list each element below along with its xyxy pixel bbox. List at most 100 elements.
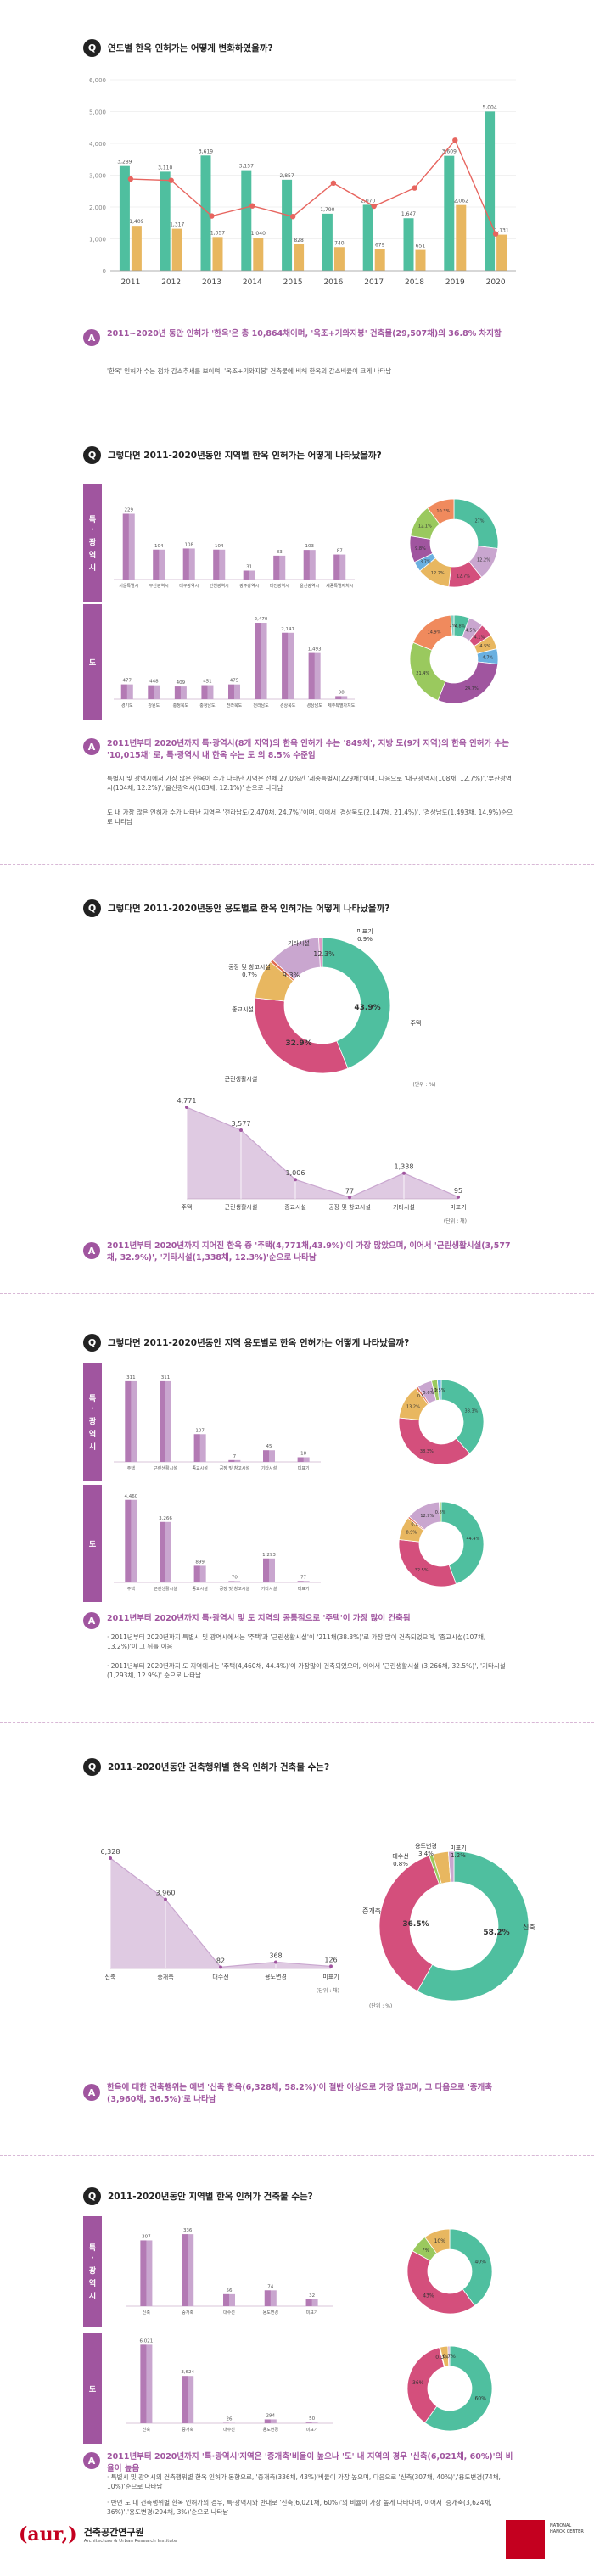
category-label: 증개축 bbox=[362, 1907, 381, 1915]
band-char: 광 bbox=[88, 1418, 97, 1426]
band-province: 도 bbox=[83, 2333, 102, 2444]
slice-label: 7% bbox=[422, 2248, 430, 2254]
bar-label: 4,460 bbox=[124, 1494, 137, 1499]
a-badge: A bbox=[83, 2452, 100, 2469]
ratio-point bbox=[168, 177, 174, 183]
answer-note: · 2011년부터 2020년까지 도 지역에서는 '주택(4,460채, 44… bbox=[107, 1662, 506, 1679]
bar-shade bbox=[255, 623, 261, 699]
x-tick-label: 2012 bbox=[161, 278, 181, 287]
value-label: 1,006 bbox=[286, 1169, 305, 1177]
answer-text: 2011년부터 2020년까지 특·광역시(8개 지역)의 한옥 인허가 수는 … bbox=[107, 739, 509, 760]
answer-note: '한옥' 인허가 수는 점차 감소추세를 보이며, '옥조+기와지붕' 건축물에… bbox=[107, 367, 392, 375]
x-tick-label: 경상북도 bbox=[280, 703, 296, 708]
bar-label: 229 bbox=[125, 507, 134, 512]
slice-label: 10.3% bbox=[436, 509, 450, 514]
donut-slice bbox=[254, 997, 349, 1074]
x-tick-label: 주택 bbox=[127, 1586, 136, 1592]
slice-label: 12.3% bbox=[313, 950, 335, 958]
band-char: · bbox=[91, 1405, 94, 1414]
answer-note: · 특별시 및 광역시의 건축행위별 한옥 인허가 동향으로, '증개축(336… bbox=[107, 2473, 501, 2490]
answer-text: 2011~2020년 동안 인허가 '한옥'은 총 10,864채이며, '옥조… bbox=[107, 329, 502, 339]
a-badge: A bbox=[83, 738, 100, 755]
bar-shade bbox=[125, 1499, 132, 1582]
section-divider bbox=[0, 1293, 594, 1294]
a-badge: A bbox=[83, 1612, 100, 1629]
bar-shade bbox=[228, 1581, 235, 1582]
band-char: 특 bbox=[88, 2244, 97, 2253]
donut-slice bbox=[450, 614, 455, 636]
bar-label: 1,317 bbox=[170, 222, 184, 228]
donut-slice bbox=[322, 937, 391, 1069]
bar-label: 1,790 bbox=[320, 207, 334, 213]
slice-label: 4.8% bbox=[455, 624, 466, 630]
x-tick-label: 대수선 bbox=[223, 2427, 235, 2433]
x-tick-label: 미표기 bbox=[306, 2427, 318, 2433]
value-label: 82 bbox=[216, 1957, 225, 1964]
x-tick-label: 주택 bbox=[182, 1203, 193, 1211]
bar-shade bbox=[263, 1558, 269, 1582]
value-label: 6,328 bbox=[101, 1848, 120, 1856]
area-line bbox=[186, 1106, 459, 1198]
category-label: 공장 및 창고시설 bbox=[228, 963, 271, 971]
y-tick-label: 1,000 bbox=[89, 237, 106, 244]
bar-label: 740 bbox=[334, 240, 345, 246]
bar-label: 26 bbox=[227, 2417, 233, 2422]
x-tick-label: 공장 및 창고시설 bbox=[220, 1465, 250, 1471]
bar-label: 104 bbox=[215, 544, 224, 549]
x-tick-label: 증개축 bbox=[157, 1973, 174, 1980]
bar-label: 679 bbox=[375, 243, 385, 249]
bar-label: 3,157 bbox=[239, 164, 254, 170]
use-area-chart: 4,771 주택 3,577 근린생활시설 1,006 종교시설 77 공장 및 창고시설 1,… bbox=[177, 1097, 467, 1224]
band-char: 역 bbox=[88, 552, 97, 560]
slice-label: 4.5% bbox=[479, 644, 490, 649]
ratio-point bbox=[492, 231, 499, 237]
slice-label: 44.4% bbox=[466, 1537, 479, 1542]
a-badge: A bbox=[83, 1242, 100, 1259]
x-tick-label: 광주광역시 bbox=[239, 583, 259, 589]
action-area-chart: 6,328 신축 3,960 증개축 82 대수선 368 용도변경 126 미표기 (단위 : 채… bbox=[101, 1848, 339, 1994]
y-tick-label: 0 bbox=[103, 268, 106, 275]
bar-shade bbox=[228, 1459, 235, 1462]
x-tick-label: 2014 bbox=[243, 278, 262, 287]
x-tick-label: 2020 bbox=[486, 278, 506, 287]
slice-label: 8.9% bbox=[406, 1531, 417, 1536]
bar bbox=[297, 1581, 310, 1582]
unit-label: (단위 : %) bbox=[412, 1081, 435, 1088]
bar-label: 2,857 bbox=[280, 173, 294, 179]
x-tick-label: 근린생활시설 bbox=[154, 1586, 177, 1592]
band-char: 도 bbox=[88, 1540, 97, 1549]
q-badge: Q bbox=[83, 1333, 101, 1352]
donut-slice bbox=[440, 1379, 485, 1454]
donut-slice bbox=[406, 2250, 475, 2315]
y-tick-label: 2,000 bbox=[89, 204, 106, 211]
bar-hanok bbox=[253, 238, 264, 271]
bar-label: 307 bbox=[142, 2234, 151, 2239]
bar-total bbox=[282, 179, 293, 271]
area-point bbox=[274, 1960, 277, 1964]
bar-label: 2,062 bbox=[454, 199, 468, 204]
x-tick-label: 용도변경 bbox=[263, 2310, 278, 2316]
donut-slice bbox=[447, 1851, 455, 1883]
bar-label: 50 bbox=[309, 2416, 315, 2422]
bar-shade bbox=[182, 2376, 188, 2423]
hanok-center-name: NATIONAL HANOK CENTER bbox=[550, 2523, 584, 2534]
donut-slice bbox=[447, 2345, 451, 2367]
bar-label: 294 bbox=[266, 2413, 276, 2418]
category-label: 종교시설 bbox=[232, 1006, 254, 1013]
bar-total bbox=[322, 213, 333, 271]
ratio-point bbox=[289, 214, 296, 220]
question-title: 2011-2020년동안 건축행위별 한옥 인허가 건축물 수는? bbox=[108, 1761, 330, 1772]
bar-shade bbox=[273, 555, 280, 580]
slice-label: 24.7% bbox=[465, 686, 479, 692]
bar-shade bbox=[297, 1457, 304, 1462]
province-use-donut-chart: 44.4% 32.5% 8.9% 0.7% 12.9%0.8% bbox=[398, 1501, 485, 1588]
x-tick-label: 서울특별시 bbox=[119, 583, 138, 589]
unit-label: (단위 : 채) bbox=[444, 1218, 467, 1224]
x-tick-label: 부산광역시 bbox=[149, 583, 169, 589]
section-divider bbox=[0, 864, 594, 865]
slice-label: 12.2% bbox=[477, 557, 490, 563]
bar-shade bbox=[193, 1434, 200, 1462]
section-divider bbox=[0, 1722, 594, 1723]
bar bbox=[297, 1457, 310, 1462]
bar-hanok bbox=[171, 228, 182, 271]
